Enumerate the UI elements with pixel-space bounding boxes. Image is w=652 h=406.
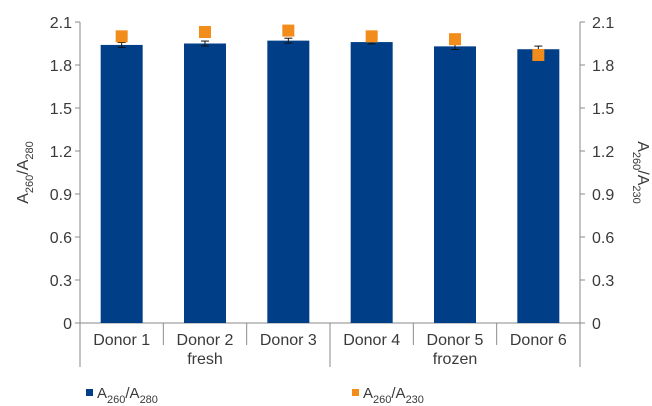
bar-3 <box>267 40 310 324</box>
y-left-tick-label: 1.2 <box>50 144 72 161</box>
y-left-tick-label: 2.1 <box>50 15 72 32</box>
y-left-tick-label: 1.5 <box>50 101 72 118</box>
legend-label-markers-sep: /A <box>391 385 405 402</box>
y-right-tick-label: 0.6 <box>592 230 614 247</box>
marker-5 <box>449 33 461 46</box>
y-axis-left-title-base: A <box>15 193 32 204</box>
marker-2 <box>199 26 211 39</box>
y-right-tick-label: 0 <box>592 316 601 333</box>
y-left-tick-label: 0 <box>63 316 72 333</box>
y-axis-left-title-sub2: 280 <box>24 141 36 159</box>
x-category-label: Donor 1 <box>93 332 150 349</box>
x-category-label: Donor 5 <box>427 332 484 349</box>
y-right-tick-label: 0.9 <box>592 187 614 204</box>
y-right-tick-label: 0.3 <box>592 273 614 290</box>
y-left-tick-label: 0.9 <box>50 187 72 204</box>
y-right-tick-label: 1.5 <box>592 101 614 118</box>
x-category-label: Donor 6 <box>510 332 567 349</box>
y-left-tick-label: 1.8 <box>50 58 72 75</box>
y-axis-left-title-sub1: 260 <box>24 175 36 193</box>
legend-label-bars-sep: /A <box>125 385 139 402</box>
legend-label-markers: A260/A230 <box>363 385 424 406</box>
x-group-label: fresh <box>187 351 223 368</box>
bar-5 <box>434 46 476 323</box>
bar-4 <box>350 42 393 324</box>
y-left-tick-label: 0.3 <box>50 273 72 290</box>
y-right-tick-label: 1.2 <box>592 144 614 161</box>
legend-label-bars: A260/A280 <box>97 385 158 406</box>
bar-2 <box>184 43 226 323</box>
y-axis-right-title: A260/A230 <box>630 141 651 204</box>
y-left-tick-label: 0.6 <box>50 230 72 247</box>
marker-6 <box>532 48 545 61</box>
legend-label-markers-sub1: 260 <box>373 394 391 406</box>
legend-label-bars-sub1: 260 <box>107 394 125 406</box>
legend-swatch-markers <box>352 389 359 396</box>
y-axis-right-title-sub2: 230 <box>630 185 642 203</box>
y-right-tick-label: 1.8 <box>592 58 614 75</box>
marker-4 <box>365 30 378 43</box>
y-axis-right-title-base: A <box>634 141 651 152</box>
legend-label-markers-base: A <box>363 385 373 402</box>
bar-6 <box>517 49 560 323</box>
y-axis-left-title: A260/A280 <box>15 141 36 204</box>
y-axis-right-title-sub1: 260 <box>630 152 642 170</box>
legend-swatch-bars <box>86 389 93 396</box>
bar-1 <box>100 44 143 323</box>
x-category-label: Donor 2 <box>177 332 234 349</box>
x-category-label: Donor 3 <box>260 332 317 349</box>
x-category-label: Donor 4 <box>343 332 400 349</box>
legend-label-bars-base: A <box>97 385 107 402</box>
y-axis-right-title-sep: /A <box>634 170 651 185</box>
legend-label-markers-sub2: 230 <box>406 394 424 406</box>
x-group-label: frozen <box>433 351 477 368</box>
marker-1 <box>115 30 128 43</box>
legend-label-bars-sub2: 280 <box>140 394 158 406</box>
y-axis-left-title-sep: /A <box>15 159 32 174</box>
y-right-tick-label: 2.1 <box>592 15 614 32</box>
marker-3 <box>282 24 295 37</box>
